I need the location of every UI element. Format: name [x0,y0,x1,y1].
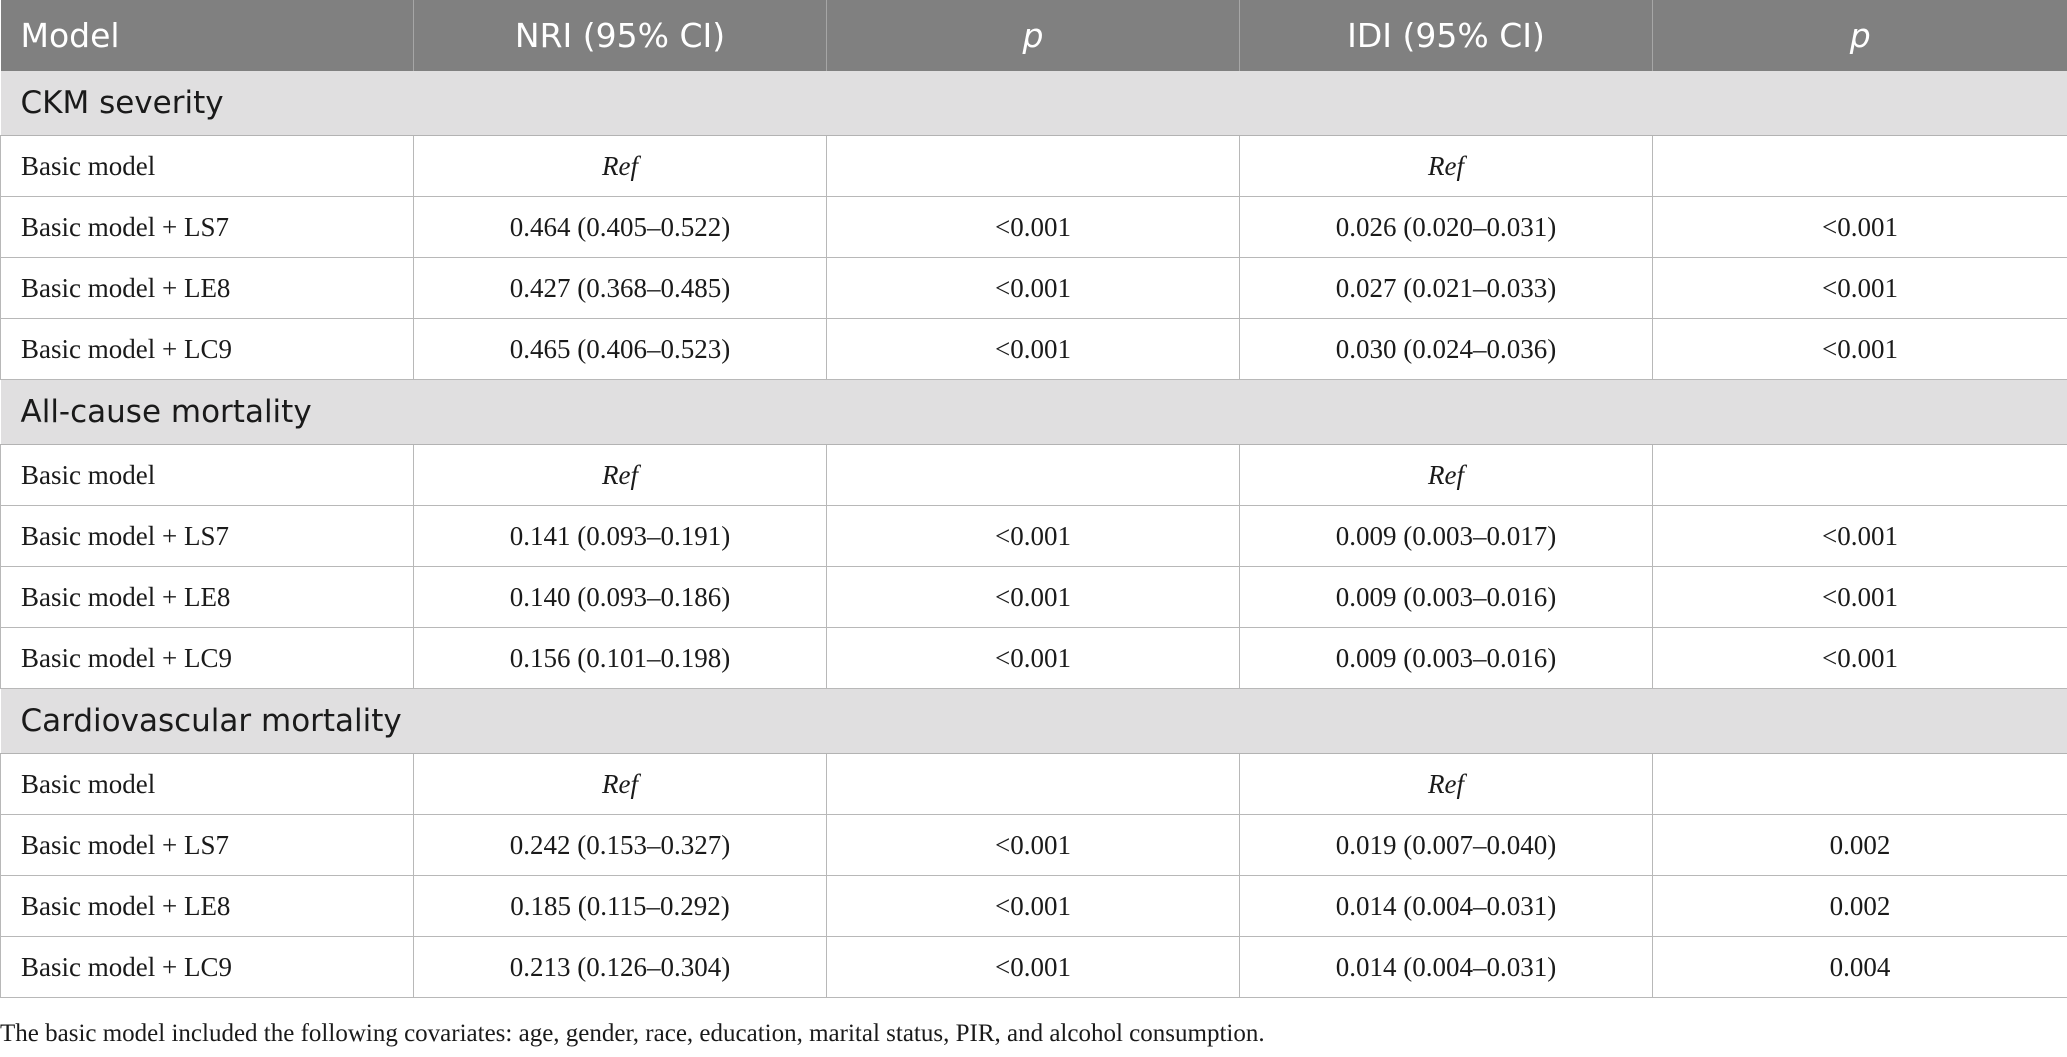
table-row: Basic model + LS7 0.464 (0.405–0.522) <0.0… [0,196,2067,258]
nri-p-cell [826,753,1240,815]
nri-cell: 0.427 (0.368–0.485) [413,257,827,319]
idi-cell: 0.019 (0.007–0.040) [1239,814,1653,876]
table-row: Basic model + LS7 0.242 (0.153–0.327) <0.0… [0,814,2067,876]
nri-cell: 0.464 (0.405–0.522) [413,196,827,258]
model-cell: Basic model + LC9 [0,936,414,998]
section-title: All-cause mortality [0,379,2067,445]
idi-cell: 0.027 (0.021–0.033) [1239,257,1653,319]
idi-p-cell: <0.001 [1652,566,2067,628]
nri-cell: Ref [413,753,827,815]
table-row: Basic model + LC9 0.213 (0.126–0.304) <0.0… [0,936,2067,998]
idi-p-cell [1652,135,2067,197]
idi-p-cell: <0.001 [1652,505,2067,567]
header-idi: IDI (95% CI) [1239,0,1653,71]
table-row: Basic model Ref Ref [0,444,2067,506]
nri-p-cell: <0.001 [826,257,1240,319]
section-title: Cardiovascular mortality [0,688,2067,754]
nri-cell: 0.465 (0.406–0.523) [413,318,827,380]
nri-cell: Ref [413,135,827,197]
idi-cell: 0.030 (0.024–0.036) [1239,318,1653,380]
nri-p-cell: <0.001 [826,196,1240,258]
idi-cell: 0.009 (0.003–0.017) [1239,505,1653,567]
section-row: Cardiovascular mortality [0,688,2067,754]
nri-p-cell: <0.001 [826,936,1240,998]
idi-cell: 0.014 (0.004–0.031) [1239,936,1653,998]
idi-p-cell: 0.002 [1652,814,2067,876]
idi-cell: 0.009 (0.003–0.016) [1239,627,1653,689]
idi-p-cell: <0.001 [1652,257,2067,319]
model-cell: Basic model + LE8 [0,566,414,628]
header-idi-p: p [1652,0,2067,71]
table-row: Basic model Ref Ref [0,135,2067,197]
model-cell: Basic model [0,444,414,506]
table-row: Basic model Ref Ref [0,753,2067,815]
idi-p-cell [1652,753,2067,815]
header-nri-p: p [826,0,1240,71]
nri-p-cell: <0.001 [826,814,1240,876]
nri-cell: 0.156 (0.101–0.198) [413,627,827,689]
nri-p-cell: <0.001 [826,627,1240,689]
model-cell: Basic model + LE8 [0,257,414,319]
model-cell: Basic model [0,135,414,197]
idi-cell: Ref [1239,135,1653,197]
idi-cell: 0.014 (0.004–0.031) [1239,875,1653,937]
model-cell: Basic model [0,753,414,815]
nri-p-cell: <0.001 [826,505,1240,567]
nri-cell: 0.242 (0.153–0.327) [413,814,827,876]
nri-p-cell [826,444,1240,506]
model-cell: Basic model + LC9 [0,627,414,689]
table-row: Basic model + LC9 0.465 (0.406–0.523) <0.0… [0,318,2067,380]
nri-p-cell: <0.001 [826,875,1240,937]
results-table-container: Model NRI (95% CI) p IDI (95% CI) p CKM … [0,0,2067,998]
idi-p-cell: <0.001 [1652,196,2067,258]
nri-cell: 0.213 (0.126–0.304) [413,936,827,998]
nri-p-cell: <0.001 [826,566,1240,628]
nri-p-cell: <0.001 [826,318,1240,380]
idi-cell: 0.026 (0.020–0.031) [1239,196,1653,258]
header-nri: NRI (95% CI) [413,0,827,71]
idi-p-cell: <0.001 [1652,318,2067,380]
model-cell: Basic model + LS7 [0,196,414,258]
nri-cell: Ref [413,444,827,506]
nri-cell: 0.141 (0.093–0.191) [413,505,827,567]
header-model: Model [0,0,414,71]
nri-cell: 0.140 (0.093–0.186) [413,566,827,628]
nri-cell: 0.185 (0.115–0.292) [413,875,827,937]
table-row: Basic model + LC9 0.156 (0.101–0.198) <0.0… [0,627,2067,689]
idi-p-cell [1652,444,2067,506]
idi-p-cell: 0.002 [1652,875,2067,937]
table-row: Basic model + LE8 0.140 (0.093–0.186) <0.0… [0,566,2067,628]
idi-p-cell: 0.004 [1652,936,2067,998]
section-row: All-cause mortality [0,379,2067,445]
header-row: Model NRI (95% CI) p IDI (95% CI) p [0,0,2067,71]
idi-cell: 0.009 (0.003–0.016) [1239,566,1653,628]
model-cell: Basic model + LS7 [0,814,414,876]
section-row: CKM severity [0,71,2067,136]
model-cell: Basic model + LC9 [0,318,414,380]
section-title: CKM severity [0,71,2067,136]
table-row: Basic model + LE8 0.427 (0.368–0.485) <0.0… [0,257,2067,319]
table-row: Basic model + LE8 0.185 (0.115–0.292) <0.0… [0,875,2067,937]
results-table: Model NRI (95% CI) p IDI (95% CI) p CKM … [0,0,2067,998]
table-row: Basic model + LS7 0.141 (0.093–0.191) <0.0… [0,505,2067,567]
idi-cell: Ref [1239,753,1653,815]
idi-cell: Ref [1239,444,1653,506]
idi-p-cell: <0.001 [1652,627,2067,689]
nri-p-cell [826,135,1240,197]
model-cell: Basic model + LS7 [0,505,414,567]
footnote: The basic model included the following c… [0,1020,1265,1047]
table-body: CKM severity Basic model Ref Ref Basic model… [0,71,2067,998]
model-cell: Basic model + LE8 [0,875,414,937]
